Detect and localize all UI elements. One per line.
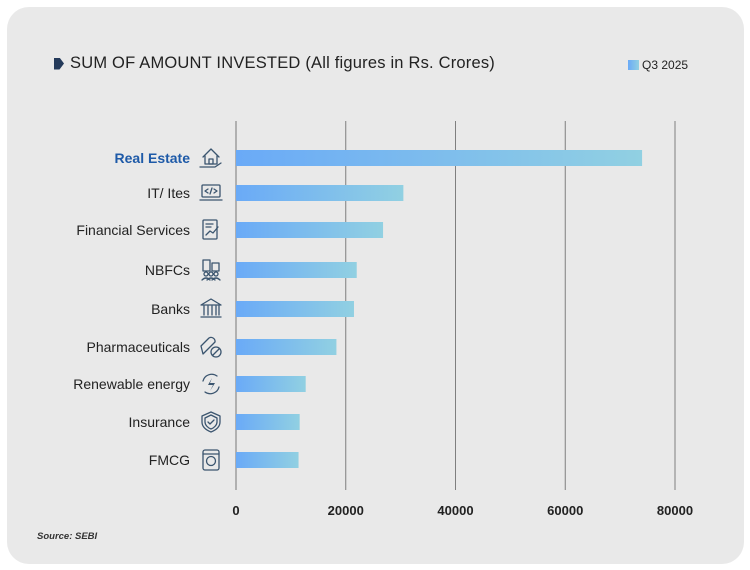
chart-legend: Q3 2025 — [628, 58, 688, 72]
renewable-energy-icon — [202, 373, 220, 395]
category-label: Banks — [151, 301, 190, 317]
category-label: Renewable energy — [73, 376, 190, 392]
x-tick-label: 40000 — [437, 503, 473, 518]
x-tick-label: 80000 — [657, 503, 693, 518]
laptop-code-icon — [199, 184, 223, 201]
bank-icon — [200, 298, 222, 318]
bar — [236, 376, 306, 392]
bar — [236, 185, 404, 201]
bar — [236, 452, 299, 468]
category-label: Financial Services — [76, 222, 190, 238]
x-tick-label: 20000 — [328, 503, 364, 518]
shield-check-icon — [201, 411, 221, 433]
x-tick-label: 60000 — [547, 503, 583, 518]
source-note: Source: SEBI — [37, 531, 98, 542]
legend-swatch — [628, 60, 639, 70]
chart-card — [7, 7, 744, 564]
chart-title-row: SUM OF AMOUNT INVESTED (All figures in R… — [54, 54, 495, 73]
bar — [236, 339, 337, 355]
report-chart-icon — [202, 219, 219, 240]
title-marker-icon — [54, 57, 64, 70]
legend-label: Q3 2025 — [642, 58, 689, 72]
bar — [236, 301, 354, 317]
bar — [236, 262, 357, 278]
bar — [236, 222, 384, 238]
bar — [236, 150, 643, 166]
category-label: FMCG — [149, 452, 190, 468]
category-label: NBFCs — [145, 262, 190, 278]
category-label: Real Estate — [115, 150, 191, 166]
capsule-icon — [200, 336, 222, 358]
buildings-people-icon — [201, 259, 221, 281]
category-label: Insurance — [129, 414, 191, 430]
category-label: IT/ Ites — [147, 185, 190, 201]
fmcg-package-icon — [202, 449, 220, 471]
category-label: Pharmaceuticals — [87, 339, 191, 355]
chart-title: SUM OF AMOUNT INVESTED (All figures in R… — [70, 54, 496, 72]
house-hand-icon — [199, 148, 222, 168]
x-tick-label: 0 — [232, 503, 239, 518]
bar — [236, 414, 300, 430]
